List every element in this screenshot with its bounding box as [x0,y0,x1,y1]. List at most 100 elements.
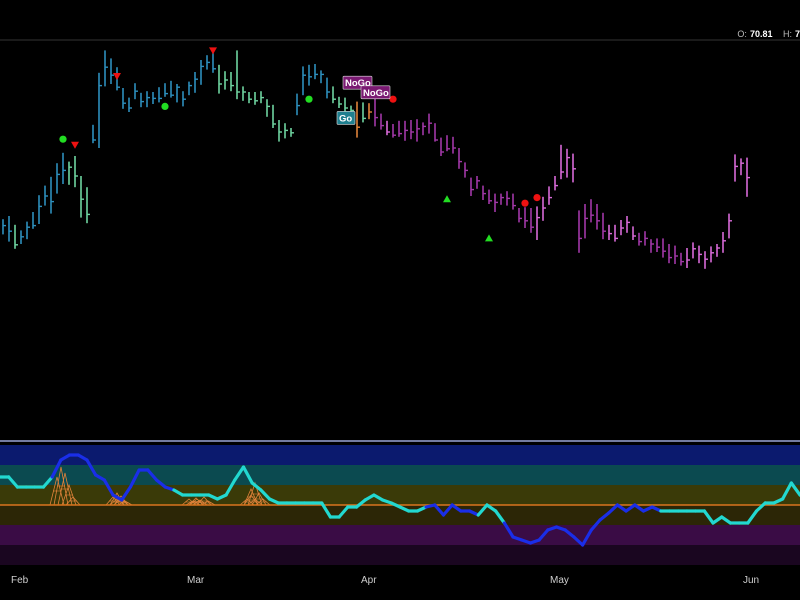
price-bar [512,193,516,210]
signal-triangle-up [443,195,451,203]
oscillator-segment [711,515,724,525]
price-bar [434,123,438,142]
oscillator-histogram [49,466,271,506]
price-bar [392,124,396,138]
open-value: 70.81 [749,29,773,39]
price-bar [152,92,156,104]
histogram-cluster [181,498,205,506]
price-bar [524,207,528,228]
oscillator-segment [337,505,350,519]
price-bar [476,176,480,189]
oscillator-segment [615,503,628,513]
price-bar [302,66,306,96]
price-bar [608,224,612,240]
price-bars [2,50,750,269]
price-bar [20,230,24,244]
oscillator-segment [537,528,550,542]
price-bar [566,148,570,178]
oscillator-zone [0,545,800,565]
price-bar [278,120,282,142]
oscillator-segment [502,521,515,539]
price-bar [500,193,504,205]
oscillator-zone [0,465,800,485]
x-axis: Feb Mar Apr May Jun [11,575,759,586]
signal-dot [59,135,67,143]
price-bar [596,204,600,230]
price-bar [236,50,240,100]
price-bar [326,77,330,99]
price-bar [86,187,90,224]
oscillator-segment [146,468,159,482]
go-label[interactable]: Go [336,111,356,125]
price-bar [494,193,498,212]
price-bar [692,242,696,259]
price-bar [746,157,750,197]
price-bar [44,185,48,206]
oscillator-segment [702,509,715,525]
signal-triangle-down [113,73,121,80]
oscillator-segment [781,481,793,501]
oscillator-segment [128,468,141,489]
price-bar [422,122,426,136]
price-bar [374,96,378,127]
price-bar [344,97,348,112]
price-bar [548,186,552,205]
price-bar [380,113,384,130]
price-bar [716,244,720,257]
oscillator-segment [120,485,133,502]
price-bar [686,248,690,268]
price-bar [590,199,594,223]
price-bar [68,161,72,185]
price-bar [110,58,114,84]
price-bar [620,220,624,236]
price-bar [578,210,582,253]
oscillator-segment [572,535,585,547]
price-bar [602,212,606,240]
price-bar [560,144,564,180]
price-bar [572,153,576,183]
oscillator-segment [241,465,254,485]
oscillator-segment [450,503,463,513]
price-bar [542,196,546,221]
signal-dot [521,199,529,207]
nogo-label[interactable]: NoGo [360,85,391,100]
oscillator-segment [85,458,98,477]
svg-text:NoGo: NoGo [363,88,389,99]
oscillator-segment [372,493,385,502]
price-bar [188,81,192,96]
oscillator-segment [581,528,593,547]
price-bar [290,128,294,137]
ohlc-readout: O: 70.81 H: 7 [729,29,800,39]
oscillator-segment [111,493,124,502]
oscillator-segment [94,473,106,482]
x-tick-label: Apr [361,575,377,586]
price-bar [428,113,432,134]
oscillator-zone [0,525,800,545]
oscillator-segment [233,465,246,482]
price-bar [356,101,360,138]
oscillator-segment [154,478,167,489]
price-bar [194,72,198,93]
oscillator-segment [172,488,185,497]
x-tick-label: Feb [11,575,29,586]
signal-triangle-down [71,141,79,149]
price-bar [272,104,276,128]
price-bar [56,163,60,194]
price-bar [722,232,726,253]
price-bar [668,244,672,264]
price-bar [698,245,702,264]
price-bar [674,245,678,264]
price-bar [398,120,402,137]
signal-dot [305,95,313,103]
svg-text:Go: Go [339,113,352,124]
price-bar [584,204,588,239]
price-bar [134,83,138,100]
oscillator-segment [607,503,619,515]
price-bar [452,136,456,154]
price-bar [386,120,390,136]
oscillator-segment [598,511,611,522]
price-bar [2,219,6,235]
price-bar [368,103,372,120]
